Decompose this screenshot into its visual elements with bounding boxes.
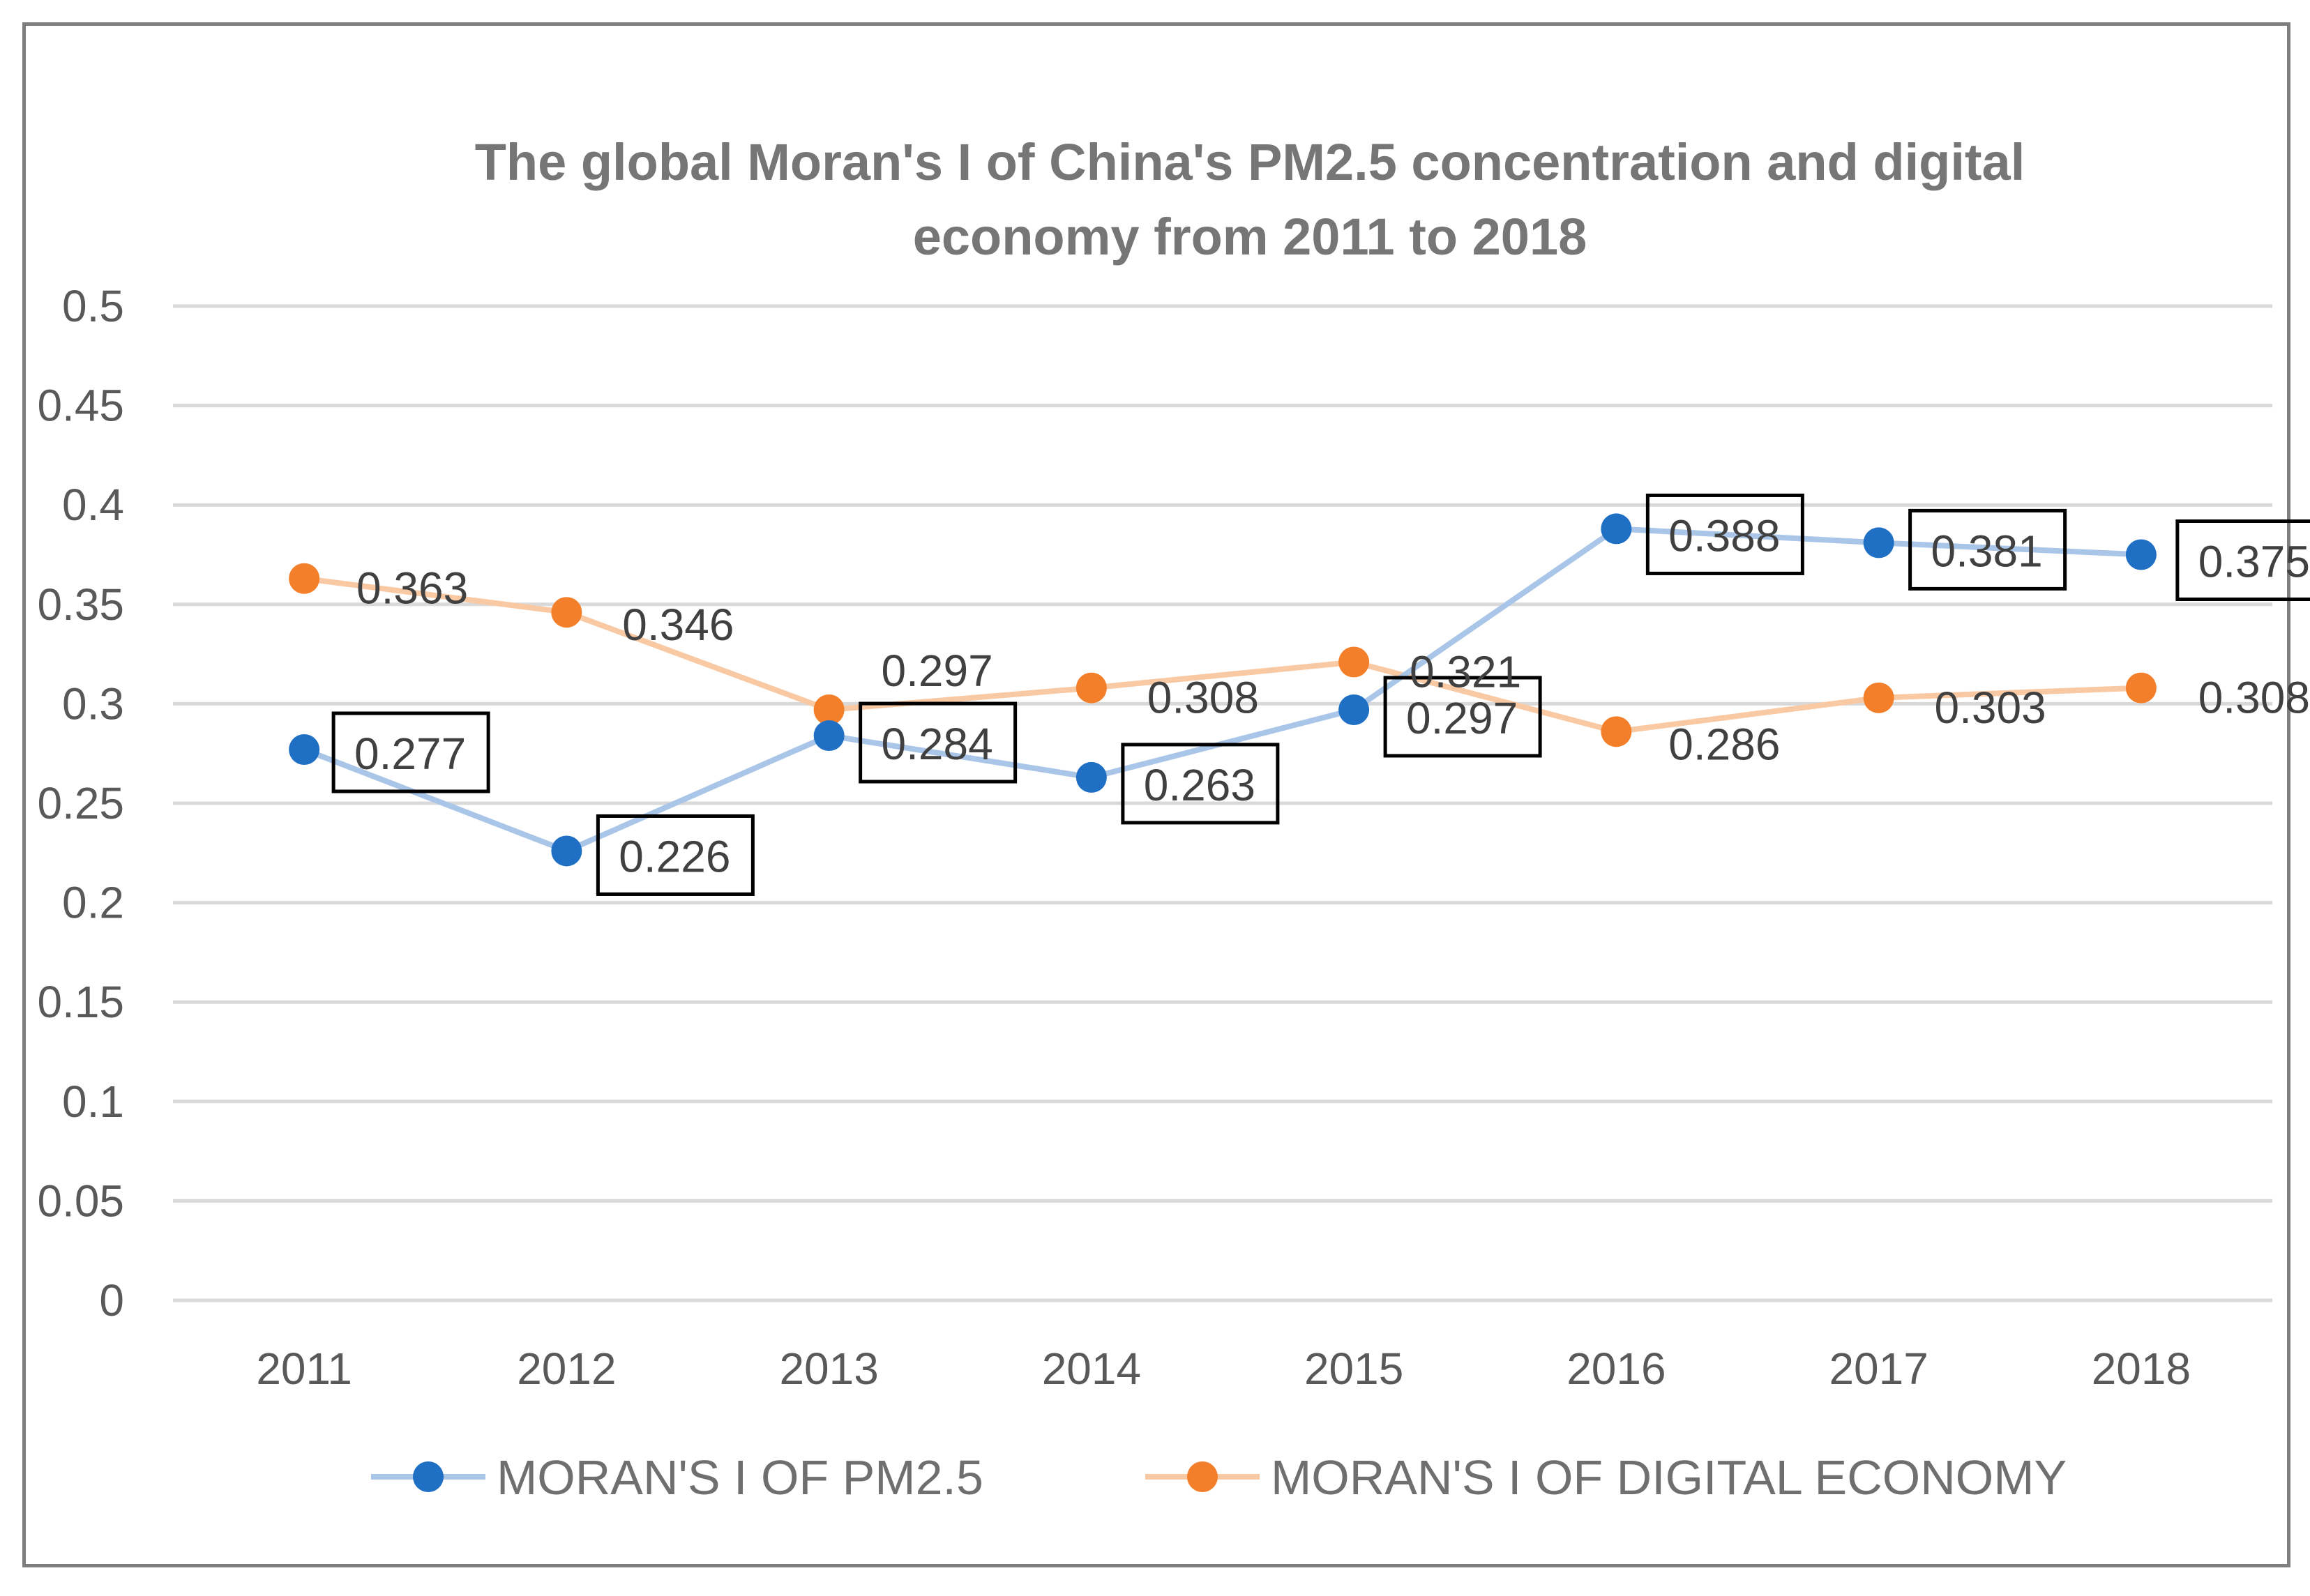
legend-label: MORAN'S I OF DIGITAL ECONOMY [1271,1450,2067,1505]
data-point [551,835,582,867]
data-label: 0.286 [1668,719,1780,769]
data-label-box [331,711,490,793]
y-tick-label: 0.3 [62,678,124,729]
data-label: 0.263 [1144,760,1255,810]
data-label-box [596,814,755,896]
y-tick-label: 0.15 [37,977,124,1027]
y-tick-label: 0 [99,1275,124,1325]
data-point [1075,761,1107,793]
x-tick-label: 2012 [517,1344,616,1394]
data-label-box [1908,508,2067,591]
y-tick-label: 0.05 [37,1176,124,1226]
data-point [2125,672,2157,704]
data-point [551,597,582,628]
data-point [289,563,320,594]
legend-label: MORAN'S I OF PM2.5 [497,1450,983,1505]
y-tick-label: 0.2 [62,878,124,928]
data-label-box [1383,676,1542,758]
data-label: 0.297 [882,646,993,696]
chart-title-line-1: The global Moran's I of China's PM2.5 co… [475,133,2025,191]
legend-marker [413,1461,444,1492]
chart-frame [22,22,2290,1567]
data-label: 0.346 [622,600,734,650]
y-tick-label: 0.35 [37,579,124,630]
data-point [1863,527,1894,558]
data-point [813,694,845,725]
data-label: 0.284 [882,719,993,769]
data-point [1338,694,1370,725]
y-tick-label: 0.25 [37,778,124,828]
x-tick-label: 2017 [1829,1344,1928,1394]
y-tick-label: 0.1 [62,1077,124,1127]
data-point [1601,513,1632,545]
data-point [1075,672,1107,704]
data-label: 0.363 [356,563,468,614]
data-label: 0.303 [1935,683,2046,733]
y-tick-label: 0.45 [37,381,124,431]
data-point [1601,716,1632,747]
y-tick-label: 0.4 [62,480,124,530]
data-point [289,734,320,765]
data-label: 0.277 [354,729,466,779]
x-tick-label: 2013 [779,1344,878,1394]
data-label: 0.388 [1668,510,1780,561]
chart-title-line-2: economy from 2011 to 2018 [913,208,1587,266]
data-label: 0.381 [1931,526,2043,576]
y-axis: 0 0.05 0.1 0.15 0.2 0.25 0.3 0.35 0.4 0.45 0.5 [37,281,124,1325]
data-label-box [1121,743,1280,825]
x-axis: 2011 2012 2013 2014 2015 2016 2017 2018 [256,1344,2191,1394]
data-label-box [2175,519,2310,601]
data-labels: 0.277 0.226 0.284 0.263 0.297 0.388 0.381 0.375… [331,493,2310,896]
data-label-box [859,701,1018,784]
data-point [1863,682,1894,713]
data-label: 0.321 [1410,647,1521,697]
y-tick-label: 0.5 [62,281,124,331]
series-line [303,575,2142,735]
data-label-box [1645,493,1804,575]
legend-marker [1187,1461,1218,1492]
data-point [813,720,845,752]
legend: MORAN'S I OF PM2.5 MORAN'S I OF DIGITAL E… [371,1450,2067,1505]
data-label: 0.297 [1406,693,1518,743]
data-point [1338,646,1370,678]
x-tick-label: 2015 [1304,1344,1403,1394]
x-tick-label: 2018 [2092,1344,2191,1394]
data-point [2125,539,2157,570]
chart-title: The global Moran's I of China's PM2.5 co… [475,133,2025,266]
x-tick-label: 2011 [256,1344,352,1394]
data-label: 0.375 [2198,537,2310,587]
x-tick-label: 2014 [1042,1344,1141,1394]
x-tick-label: 2016 [1567,1344,1666,1394]
data-label: 0.308 [2198,673,2310,723]
data-label: 0.308 [1147,673,1259,723]
data-label: 0.226 [619,831,730,881]
